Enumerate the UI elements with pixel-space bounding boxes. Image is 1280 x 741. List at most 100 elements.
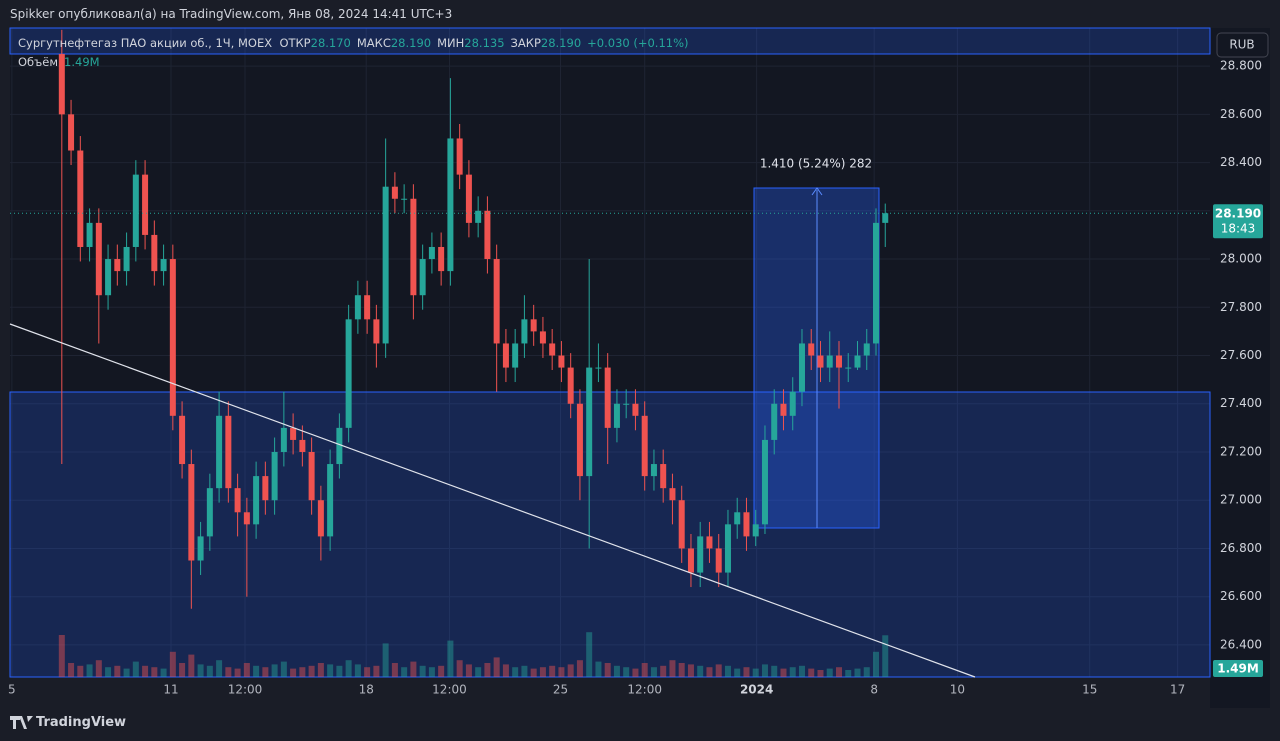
candle-body bbox=[845, 367, 852, 369]
volume-title: Объём bbox=[18, 55, 59, 69]
volume-bar bbox=[697, 665, 704, 677]
volume-bar bbox=[650, 667, 657, 677]
candle-body bbox=[734, 512, 741, 525]
low-value: 28.135 bbox=[464, 36, 505, 50]
candle-body bbox=[595, 367, 602, 369]
volume-bar bbox=[188, 654, 195, 677]
open-label: ОТКР bbox=[279, 36, 311, 50]
volume-bar bbox=[327, 664, 334, 677]
candle-body bbox=[854, 355, 861, 368]
x-tick-label: 15 bbox=[1082, 683, 1097, 697]
candle-body bbox=[317, 500, 324, 537]
y-tick-label: 28.600 bbox=[1220, 107, 1262, 121]
volume-bar bbox=[567, 664, 574, 677]
candle-body bbox=[253, 476, 260, 525]
volume-bar bbox=[863, 667, 870, 677]
candle-body bbox=[68, 114, 75, 151]
y-tick-label: 27.600 bbox=[1220, 348, 1262, 362]
volume-bar bbox=[169, 651, 176, 677]
candle-body bbox=[308, 451, 315, 501]
measure-arrow-head bbox=[811, 187, 823, 196]
candle-body bbox=[493, 259, 500, 344]
volume-bar bbox=[299, 667, 306, 677]
high-value: 28.190 bbox=[390, 36, 432, 50]
candle-body bbox=[336, 427, 343, 465]
candle-body bbox=[882, 213, 889, 223]
candle-body bbox=[771, 403, 778, 440]
volume-bar bbox=[798, 665, 805, 677]
y-tick-label: 26.400 bbox=[1220, 637, 1262, 651]
candle-body bbox=[354, 295, 361, 320]
candle-body bbox=[438, 246, 445, 272]
candle-body bbox=[123, 246, 130, 272]
volume-bar bbox=[854, 668, 861, 677]
volume-bar bbox=[502, 664, 509, 677]
candle-body bbox=[428, 246, 435, 260]
volume-bar bbox=[280, 661, 287, 677]
y-tick-label: 27.800 bbox=[1220, 300, 1262, 314]
candle-body bbox=[95, 222, 102, 296]
candle-body bbox=[327, 464, 334, 537]
candle-body bbox=[780, 403, 787, 416]
volume-bar bbox=[105, 667, 112, 677]
candle-body bbox=[669, 488, 676, 501]
candle-body bbox=[345, 319, 352, 428]
candle-body bbox=[808, 343, 815, 356]
volume-bar bbox=[419, 665, 426, 677]
candle-body bbox=[234, 488, 241, 513]
volume-bar bbox=[391, 663, 398, 677]
volume-bar bbox=[354, 664, 361, 677]
candle-body bbox=[58, 54, 65, 115]
last-price-tag bbox=[1213, 204, 1263, 239]
candle-body bbox=[724, 524, 731, 573]
volume-bar bbox=[132, 661, 139, 677]
legend: Сургутнефтегаз ПАО акции об., 1Ч, MOEX О… bbox=[18, 36, 695, 50]
candle-body bbox=[290, 427, 297, 440]
logo bbox=[10, 716, 33, 729]
candle-body bbox=[761, 439, 768, 525]
candle-body bbox=[817, 355, 824, 368]
volume-bar bbox=[160, 668, 167, 677]
y-tick-label: 27.400 bbox=[1220, 396, 1262, 410]
high-label: МАКС bbox=[356, 36, 391, 50]
volume-bar bbox=[484, 663, 491, 677]
x-tick-label: 12:00 bbox=[228, 683, 263, 697]
candle-body bbox=[558, 355, 565, 368]
y-tick-label: 27.200 bbox=[1220, 444, 1262, 458]
candle-body bbox=[188, 464, 195, 561]
volume-bar bbox=[882, 635, 889, 677]
currency[interactable]: RUB bbox=[1229, 38, 1254, 52]
volume-bar bbox=[734, 668, 741, 677]
x-tick-label: 2024 bbox=[740, 683, 773, 697]
candle-body bbox=[271, 451, 278, 501]
candle-body bbox=[151, 234, 158, 272]
footer-brand: TradingView bbox=[36, 715, 127, 730]
volume-bar bbox=[678, 663, 685, 677]
candle-body bbox=[179, 415, 186, 465]
volume-bar bbox=[845, 670, 852, 677]
volume-bar bbox=[58, 635, 65, 677]
volume-bar bbox=[558, 667, 565, 677]
candle-body bbox=[410, 198, 417, 296]
currency-button[interactable] bbox=[1216, 32, 1269, 58]
volume-legend: Объём 1.49M bbox=[18, 55, 100, 69]
candle-body bbox=[299, 439, 306, 452]
volume-bar bbox=[438, 665, 445, 677]
y-tick-label: 28.800 bbox=[1220, 59, 1262, 73]
volume-bar bbox=[595, 661, 602, 677]
volume-bar bbox=[234, 668, 241, 677]
change: +0.030 (+0.11%) bbox=[587, 36, 689, 50]
x-tick-label: 5 bbox=[8, 683, 16, 697]
candle-body bbox=[623, 403, 630, 405]
candle-body bbox=[160, 259, 167, 272]
volume-bar bbox=[808, 668, 815, 677]
volume-bar bbox=[539, 667, 546, 677]
volume-tag-label: 1.49M bbox=[1217, 662, 1259, 676]
volume-bar bbox=[86, 664, 93, 677]
candle-body bbox=[687, 548, 694, 573]
candle-body bbox=[382, 186, 389, 344]
volume-bar bbox=[410, 661, 417, 677]
volume-bar bbox=[243, 663, 250, 677]
volume-bar bbox=[586, 632, 593, 677]
